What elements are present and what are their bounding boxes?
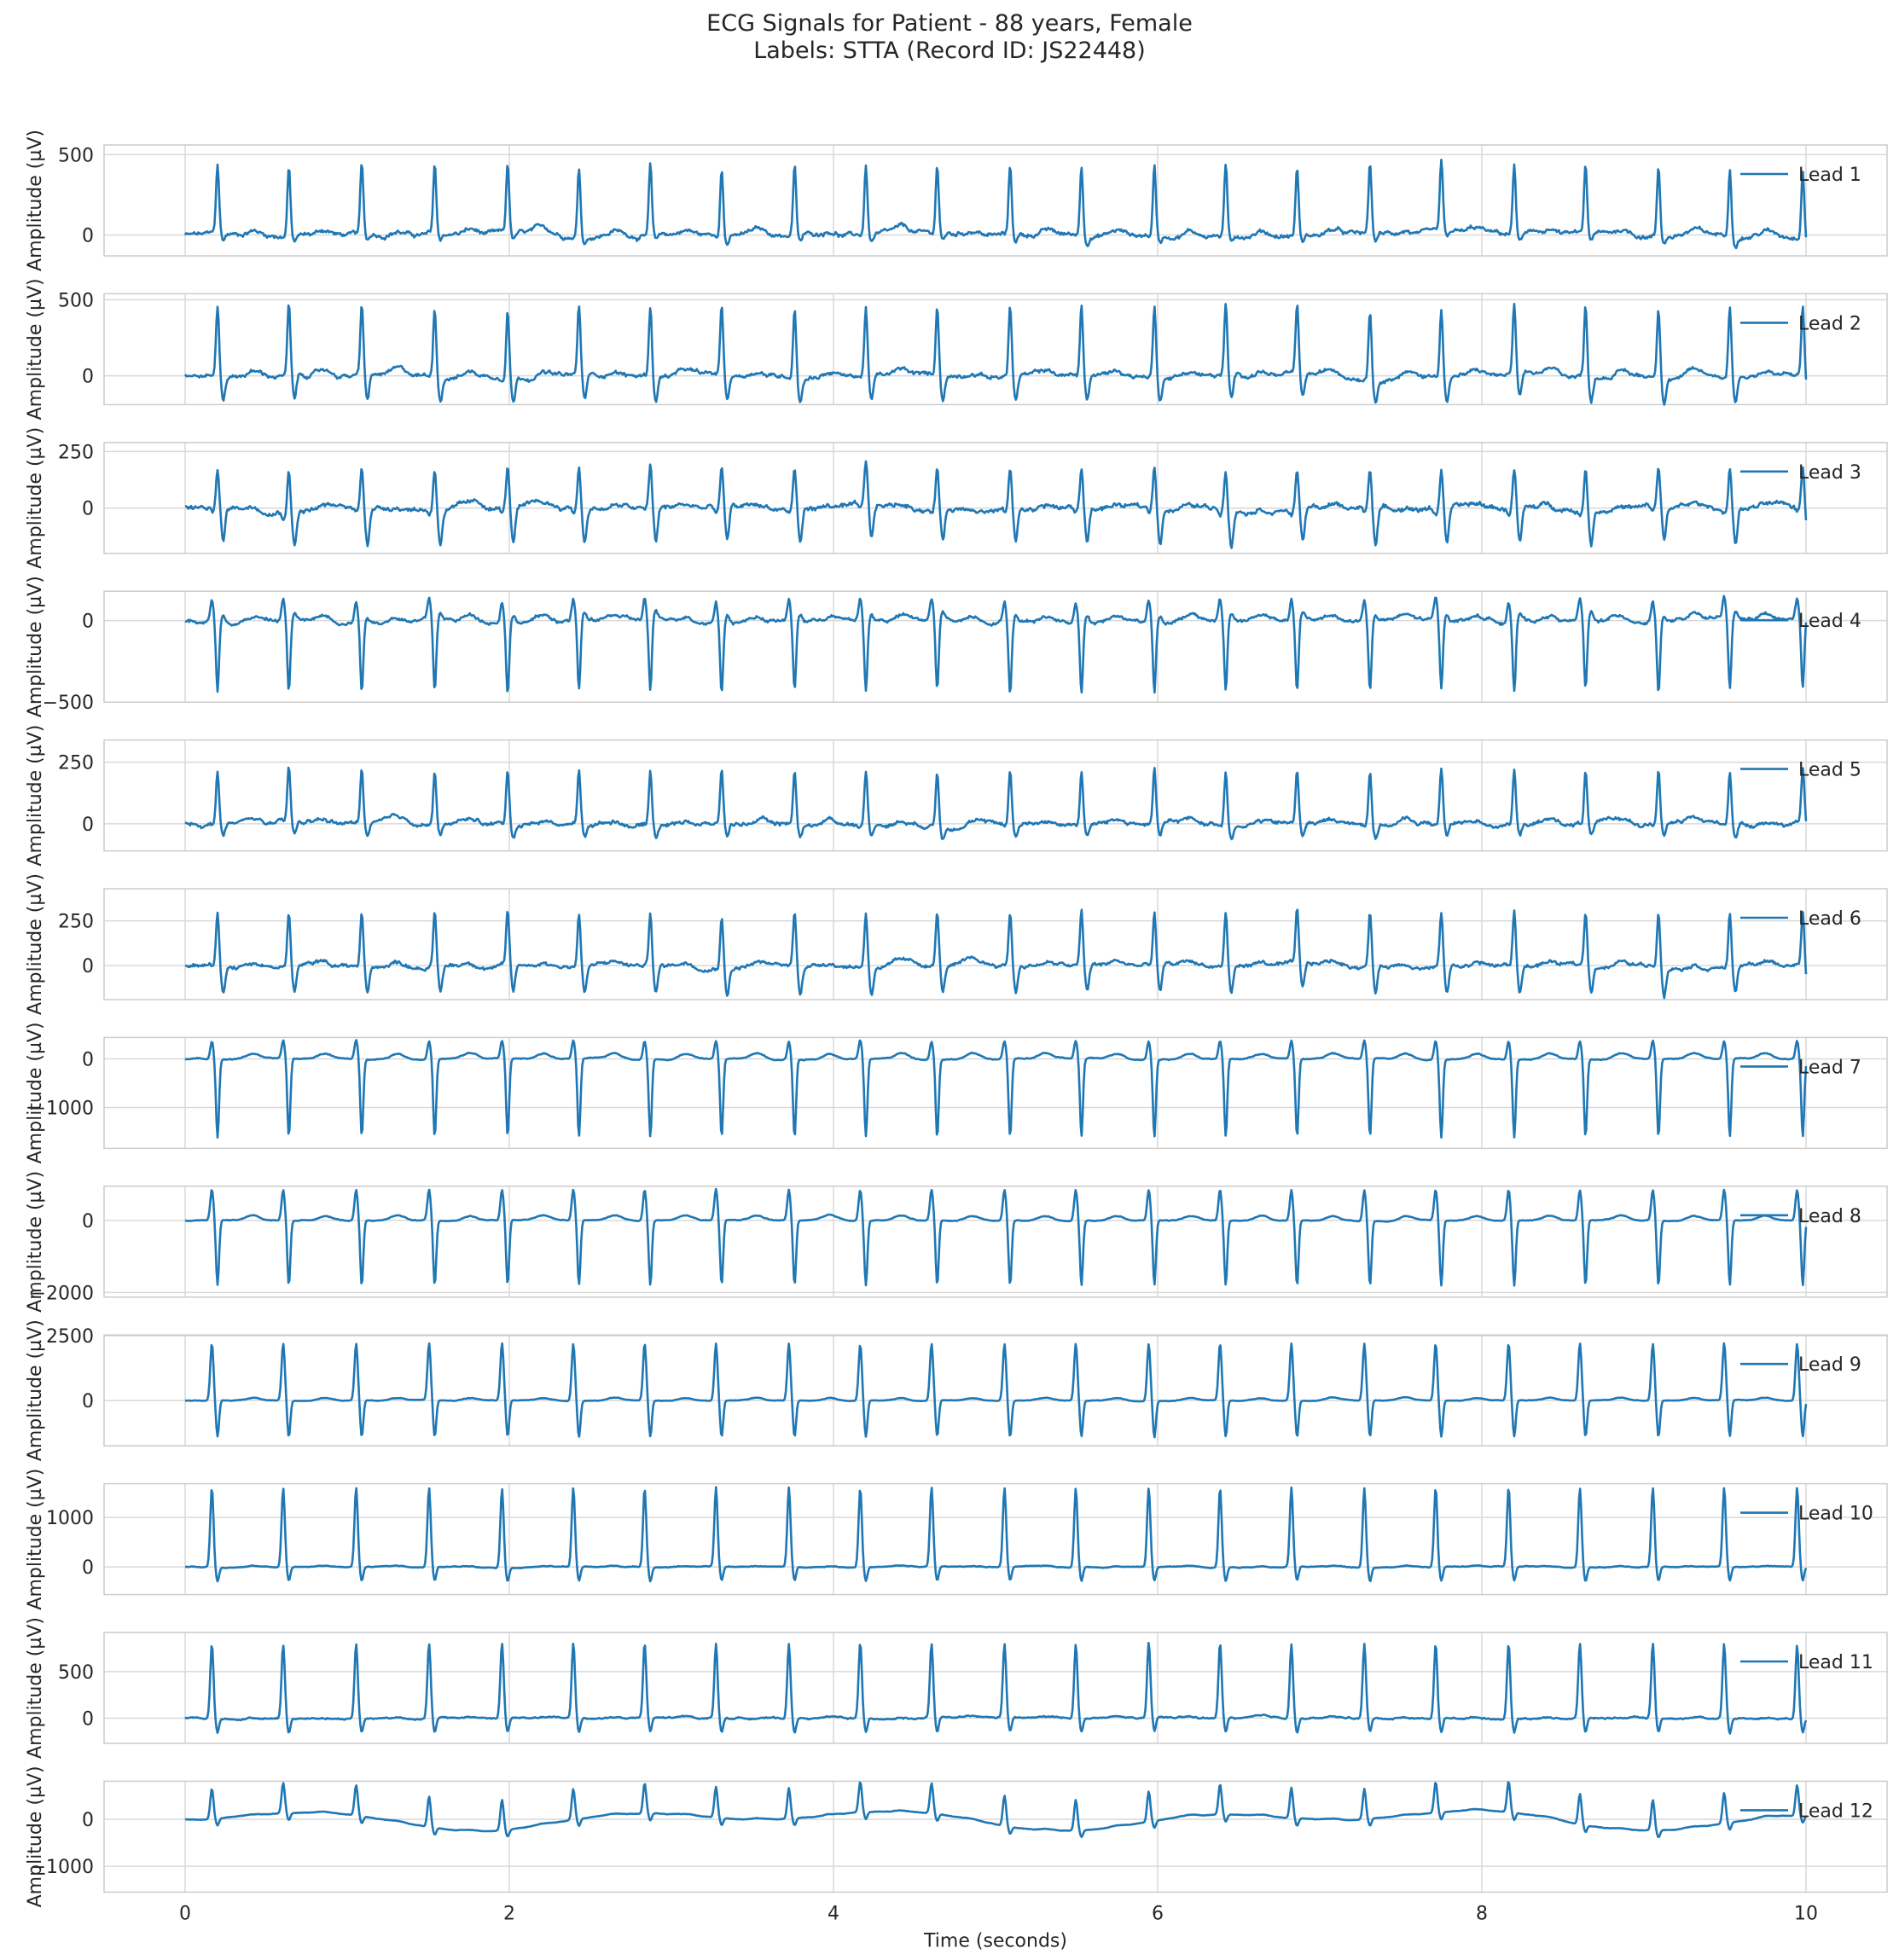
axes-frame	[103, 888, 1888, 1000]
axes-frame	[103, 144, 1888, 257]
y-axis-label: Amplitude (µV)	[25, 1022, 46, 1163]
lead-panel: 0 250 Amplitude (µV) Lead 5	[25, 725, 1888, 867]
legend-label: Lead 1	[1798, 165, 1861, 186]
y-tick-label: 0	[82, 1709, 94, 1731]
y-tick-label: 0	[82, 226, 94, 247]
x-tick-label: 8	[1476, 1903, 1488, 1924]
axes-frame	[103, 1632, 1888, 1744]
axes-frame	[103, 442, 1888, 554]
x-tick-label: 4	[828, 1903, 839, 1924]
y-tick-label: 0	[82, 1211, 94, 1232]
legend-label: Lead 10	[1798, 1504, 1873, 1525]
x-tick-label: 10	[1794, 1903, 1818, 1924]
legend-label: Lead 3	[1798, 462, 1861, 484]
ecg-trace	[183, 302, 1808, 406]
lead-panel: −500 0 Amplitude (µV) Lead 4	[25, 576, 1888, 717]
legend-label: Lead 6	[1798, 908, 1861, 930]
ecg-trace	[183, 159, 1808, 250]
x-tick-label: 6	[1152, 1903, 1164, 1924]
y-tick-label: −1000	[31, 1099, 94, 1120]
ecg-trace	[184, 766, 1808, 841]
y-tick-label: 0	[82, 1049, 94, 1070]
y-tick-label: 250	[58, 442, 94, 463]
lead-panel: −1000 0 Amplitude (µV) Lead 12	[25, 1766, 1888, 1907]
ecg-trace	[184, 908, 1808, 1000]
chart-title-line-1: ECG Signals for Patient - 88 years, Fema…	[706, 10, 1193, 37]
lead-panel: 0 500 Amplitude (µV) Lead 1	[25, 130, 1888, 271]
y-axis-label: Amplitude (µV)	[25, 130, 46, 271]
y-tick-label: 500	[58, 145, 94, 166]
y-tick-label: 0	[82, 956, 94, 977]
y-axis-label: Amplitude (µV)	[25, 427, 46, 569]
axes-frame	[103, 590, 1888, 703]
legend-label: Lead 5	[1798, 760, 1861, 781]
axes-frame	[103, 293, 1888, 406]
legend-label: Lead 12	[1798, 1801, 1873, 1822]
legend-label: Lead 4	[1798, 611, 1861, 632]
y-tick-label: −1000	[31, 1857, 94, 1878]
y-tick-label: −2000	[31, 1283, 94, 1304]
legend-label: Lead 2	[1798, 313, 1861, 334]
ecg-trace	[184, 1781, 1808, 1838]
lead-panel: 0 500 Amplitude (µV) Lead 11	[25, 1617, 1888, 1759]
chart-title-line-2: Labels: STTA (Record ID: JS22448)	[753, 38, 1146, 64]
y-tick-label: 0	[82, 815, 94, 836]
ecg-trace	[184, 1342, 1808, 1439]
y-tick-label: 0	[82, 499, 94, 520]
ecg-trace	[184, 1642, 1808, 1735]
y-tick-label: 0	[82, 612, 94, 633]
y-axis-label: Amplitude (µV)	[25, 278, 46, 420]
x-tick-label: 2	[503, 1903, 515, 1924]
y-axis-label: Amplitude (µV)	[25, 1617, 46, 1759]
ecg-trace	[184, 594, 1808, 694]
x-axis-label: Time (seconds)	[923, 1930, 1067, 1951]
y-axis-label: Amplitude (µV)	[25, 725, 46, 867]
axes-frame	[103, 1036, 1888, 1150]
y-axis-label: Amplitude (µV)	[25, 1469, 46, 1610]
legend-label: Lead 8	[1798, 1206, 1861, 1227]
ecg-trace	[184, 1187, 1808, 1287]
legend-label: Lead 7	[1798, 1057, 1861, 1078]
ecg-trace	[184, 1486, 1808, 1583]
y-tick-label: 1000	[46, 1508, 94, 1529]
axes-frame	[103, 739, 1888, 852]
axes-frame	[103, 1482, 1888, 1596]
y-tick-label: −500	[43, 693, 94, 714]
axes-frame	[103, 1186, 1888, 1298]
y-tick-label: 0	[82, 1391, 94, 1412]
y-axis-label: Amplitude (µV)	[25, 873, 46, 1015]
y-tick-label: 0	[82, 1557, 94, 1579]
y-axis-label: Amplitude (µV)	[25, 1319, 46, 1461]
y-axis-label: Amplitude (µV)	[25, 1766, 46, 1907]
y-axis-label: Amplitude (µV)	[25, 1171, 46, 1313]
lead-panel: 0 250 Amplitude (µV) Lead 6	[25, 873, 1888, 1015]
lead-panel: −1000 0 Amplitude (µV) Lead 7	[25, 1022, 1888, 1163]
ecg-trace	[184, 1039, 1808, 1139]
x-tick-label: 0	[179, 1903, 191, 1924]
y-tick-label: 250	[58, 912, 94, 933]
y-tick-label: 500	[58, 291, 94, 312]
lead-panel: 0 500 Amplitude (µV) Lead 2	[25, 278, 1888, 420]
axes-frame	[103, 1334, 1888, 1447]
y-tick-label: 0	[82, 1810, 94, 1831]
lead-panel: 0 250 Amplitude (µV) Lead 3	[25, 427, 1888, 569]
y-axis-label: Amplitude (µV)	[25, 576, 46, 717]
ecg-trace	[184, 460, 1808, 549]
y-tick-label: 0	[82, 367, 94, 388]
legend-label: Lead 11	[1798, 1652, 1873, 1673]
legend-label: Lead 9	[1798, 1354, 1861, 1376]
axes-frame	[103, 1780, 1888, 1893]
y-tick-label: 250	[58, 753, 94, 774]
y-tick-label: 500	[58, 1662, 94, 1684]
y-tick-label: 2500	[46, 1326, 94, 1348]
lead-panel: −2000 0 Amplitude (µV) Lead 8	[25, 1171, 1888, 1313]
